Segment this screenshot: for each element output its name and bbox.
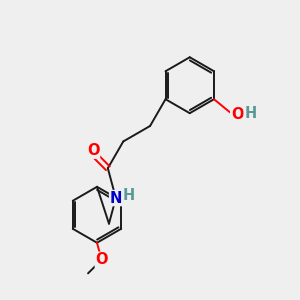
Text: O: O	[231, 107, 243, 122]
Text: O: O	[87, 143, 100, 158]
Text: N: N	[110, 190, 122, 206]
Text: O: O	[95, 252, 108, 267]
Text: H: H	[244, 106, 256, 122]
Text: H: H	[123, 188, 135, 202]
